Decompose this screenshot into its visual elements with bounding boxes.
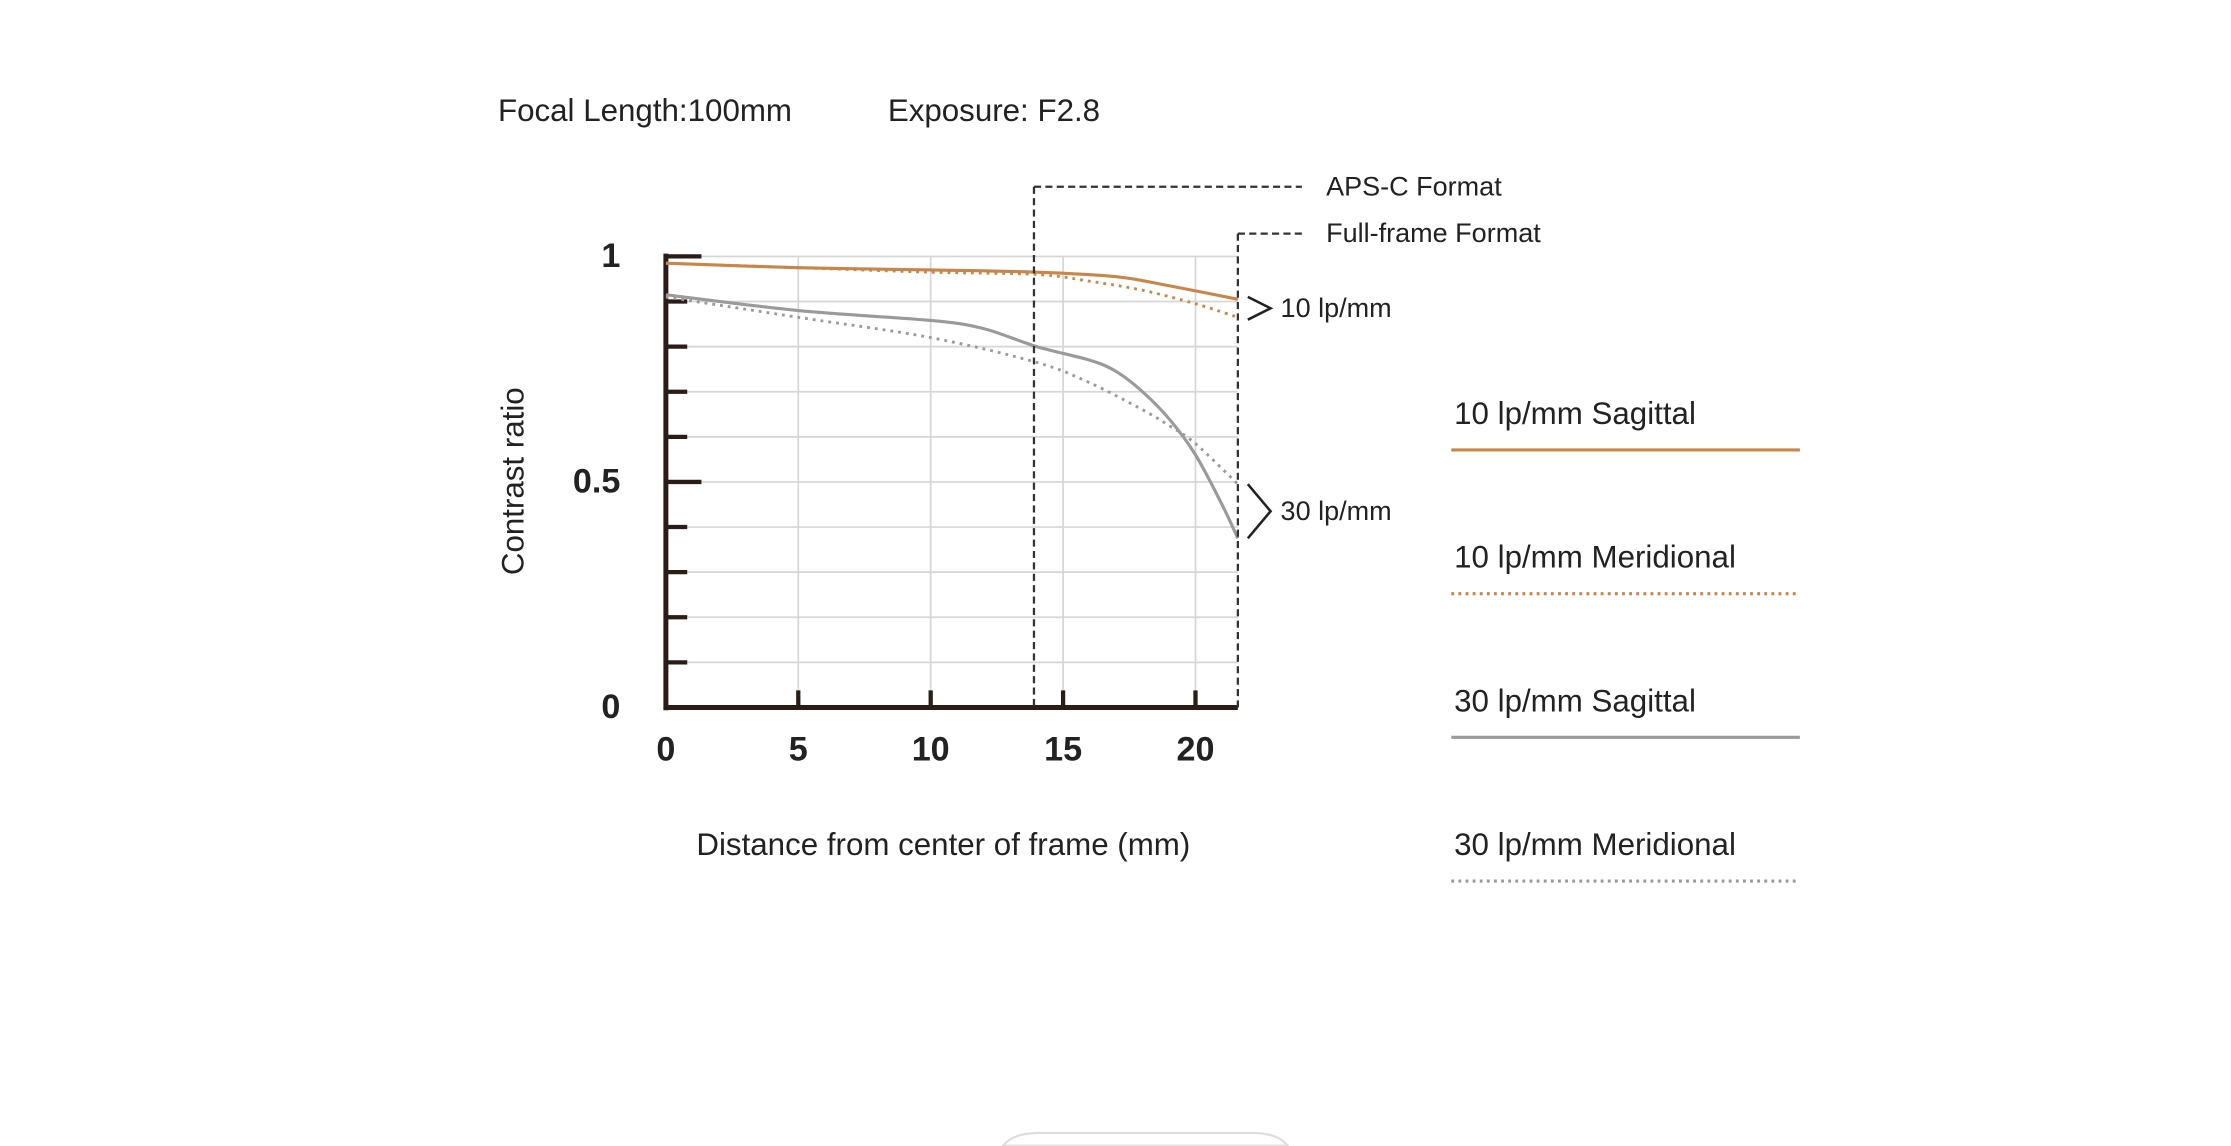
series-line xyxy=(665,293,1240,539)
format-label: APS-C Format xyxy=(1326,171,1502,201)
x-axis-label: Distance from center of frame (mm) xyxy=(696,827,1190,862)
header-text: Exposure: F2.8 xyxy=(888,93,1100,128)
legend-label: 30 lp/mm Meridional xyxy=(1454,827,1736,862)
bottom-handle xyxy=(1001,1131,1290,1146)
x-tick-label: 15 xyxy=(1044,731,1082,769)
legend-label: 10 lp/mm Sagittal xyxy=(1454,396,1696,431)
series-line xyxy=(665,261,1239,301)
legend-label: 10 lp/mm Meridional xyxy=(1454,540,1736,575)
group-label: 30 lp/mm xyxy=(1281,496,1392,526)
y-tick-label: 0 xyxy=(601,688,620,726)
x-tick-label: 0 xyxy=(656,731,675,769)
x-tick-label: 5 xyxy=(789,731,808,769)
y-axis-label: Contrast ratio xyxy=(495,387,530,575)
y-tick-label: 0.5 xyxy=(573,462,620,500)
group-bracket xyxy=(1247,295,1274,321)
y-tick-label: 1 xyxy=(601,237,620,275)
group-label: 10 lp/mm xyxy=(1281,293,1392,323)
header-text: Focal Length:100mm xyxy=(498,93,792,128)
group-bracket xyxy=(1246,483,1273,540)
x-tick-label: 10 xyxy=(912,731,950,769)
format-label: Full-frame Format xyxy=(1326,218,1541,248)
x-tick-label: 20 xyxy=(1177,731,1215,769)
legend-label: 30 lp/mm Sagittal xyxy=(1454,683,1696,718)
